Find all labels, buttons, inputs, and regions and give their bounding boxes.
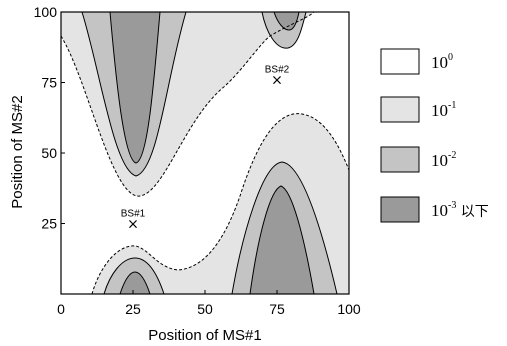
bs-label: BS#1 — [121, 209, 146, 220]
legend-label: 10-3 以下 — [431, 200, 489, 220]
legend-label: 10-2 — [431, 150, 456, 170]
y-tick-label: 75 — [41, 75, 57, 91]
y-tick-label: 50 — [41, 145, 57, 161]
bs-label: BS#2 — [265, 65, 290, 76]
bs-marker: × — [271, 73, 283, 89]
x-tick-label: 50 — [197, 301, 213, 317]
legend-exponent: -3 — [448, 200, 456, 211]
legend-swatch — [380, 96, 420, 123]
legend-swatch — [380, 196, 420, 223]
y-tick-label: 25 — [41, 216, 57, 232]
legend-swatch — [380, 146, 420, 173]
x-axis-label: Position of MS#1 — [148, 327, 261, 344]
x-tick-label: 0 — [57, 301, 65, 317]
x-tick-label: 25 — [125, 301, 141, 317]
y-axis-label: Position of MS#2 — [9, 95, 26, 208]
legend-base: 10 — [431, 151, 448, 170]
legend-label: 100 — [431, 52, 453, 72]
x-axis-ticks: 0 25 50 75 100 — [57, 290, 361, 317]
legend-suffix: 以下 — [456, 204, 488, 220]
bs-marker: × — [127, 217, 139, 233]
y-axis-ticks: 25 50 75 100 — [34, 4, 65, 232]
legend-exponent: 0 — [448, 52, 453, 63]
x-tick-label: 100 — [337, 301, 361, 317]
contour-lines — [61, 12, 349, 294]
y-tick-label: 100 — [34, 4, 58, 20]
legend-base: 10 — [431, 101, 448, 120]
legend-exponent: -1 — [448, 100, 456, 111]
contour-regions — [61, 12, 349, 294]
legend-swatch — [380, 48, 420, 75]
legend-base: 10 — [431, 53, 448, 72]
legend-exponent: -2 — [448, 150, 456, 161]
legend-base: 10 — [431, 201, 448, 220]
legend-label: 10-1 — [431, 100, 456, 120]
base-station-markers: ×BS#1×BS#2 — [121, 65, 290, 233]
x-tick-label: 75 — [269, 301, 285, 317]
